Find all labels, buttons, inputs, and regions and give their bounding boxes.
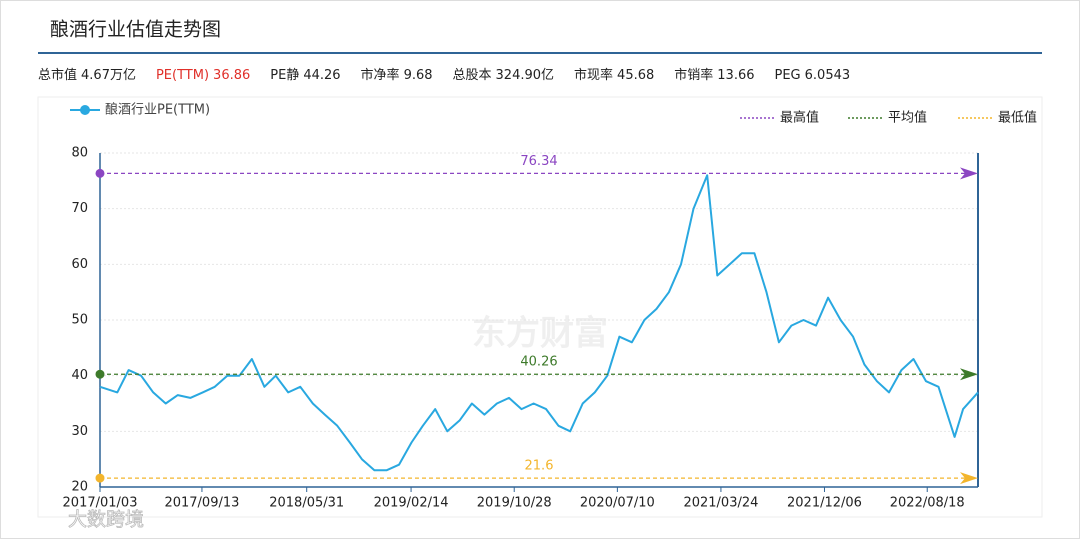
stat: PEG 6.0543 bbox=[775, 68, 851, 83]
mark-arrow bbox=[960, 368, 978, 381]
y-tick-label: 50 bbox=[71, 313, 88, 328]
y-tick-label: 60 bbox=[71, 257, 88, 272]
stat: PE静 44.26 bbox=[270, 68, 340, 83]
mark-label: 76.34 bbox=[520, 154, 557, 169]
mark-dot bbox=[95, 473, 105, 483]
y-tick-label: 40 bbox=[71, 368, 88, 383]
legend-label: 最高值 bbox=[780, 110, 819, 126]
x-tick-label: 2020/07/10 bbox=[580, 496, 655, 511]
chart-box bbox=[37, 96, 1043, 518]
mark-dot bbox=[95, 369, 105, 379]
stat: PE(TTM) 36.86 bbox=[156, 68, 250, 83]
watermark: 大数跨境 bbox=[68, 509, 144, 531]
stat-label: PEG bbox=[775, 68, 801, 83]
x-tick-label: 2018/05/31 bbox=[269, 496, 344, 511]
stat-value: 4.67万亿 bbox=[81, 68, 136, 83]
stat-value: 9.68 bbox=[404, 68, 433, 83]
stat-label: 总股本 bbox=[453, 68, 492, 83]
line bbox=[99, 174, 979, 472]
mark-arrow bbox=[960, 167, 978, 180]
title: 酿酒行业估值走势图 bbox=[50, 19, 221, 41]
mark-label: 40.26 bbox=[520, 355, 557, 370]
y-tick-label: 30 bbox=[71, 424, 88, 439]
stat: 市现率 45.68 bbox=[574, 67, 654, 83]
stat-label: 市净率 bbox=[361, 67, 400, 83]
stat-label: PE(TTM) bbox=[156, 68, 209, 83]
x-tick-label: 2017/09/13 bbox=[164, 496, 239, 511]
x-tick-label: 2017/01/03 bbox=[63, 496, 138, 511]
stat-value: 13.66 bbox=[717, 68, 754, 83]
y-tick-label: 20 bbox=[71, 480, 88, 495]
x-tick-label: 2022/08/18 bbox=[890, 496, 965, 511]
mark-dot bbox=[95, 168, 105, 178]
x-tick-label: 2021/03/24 bbox=[683, 496, 758, 511]
stat-label: 市现率 bbox=[574, 67, 613, 83]
x-tick-label: 2019/10/28 bbox=[477, 496, 552, 511]
legend-label: 最低值 bbox=[998, 110, 1037, 126]
stat-label: 市销率 bbox=[674, 67, 713, 83]
x-tick-label: 2019/02/14 bbox=[374, 496, 449, 511]
stat-value: 36.86 bbox=[213, 68, 250, 83]
x-tick-label: 2021/12/06 bbox=[787, 496, 862, 511]
stat-value: 324.90亿 bbox=[496, 68, 555, 83]
stat-value: 6.0543 bbox=[805, 68, 851, 83]
stat-value: 44.26 bbox=[303, 68, 340, 83]
stat-label: 总市值 bbox=[38, 67, 77, 83]
stats: 总市值 4.67万亿 PE(TTM) 36.86 PE静 44.26 市净率 9.68 总股本 3… bbox=[38, 67, 850, 83]
mark-label: 21.6 bbox=[525, 459, 554, 474]
stat: 市净率 9.68 bbox=[361, 67, 433, 83]
legend-label: 酿酒行业PE(TTM) bbox=[105, 102, 210, 118]
mark-arrow bbox=[960, 472, 978, 485]
y-tick-label: 70 bbox=[71, 201, 88, 216]
y-tick-label: 80 bbox=[71, 146, 88, 161]
stat-label: PE静 bbox=[270, 68, 299, 83]
legend-dot bbox=[80, 105, 90, 115]
stat: 总股本 324.90亿 bbox=[453, 68, 555, 83]
stat-value: 45.68 bbox=[617, 68, 654, 83]
legend-label: 平均值 bbox=[888, 110, 927, 126]
stat: 市销率 13.66 bbox=[674, 67, 754, 83]
stat: 总市值 4.67万亿 bbox=[38, 67, 136, 83]
